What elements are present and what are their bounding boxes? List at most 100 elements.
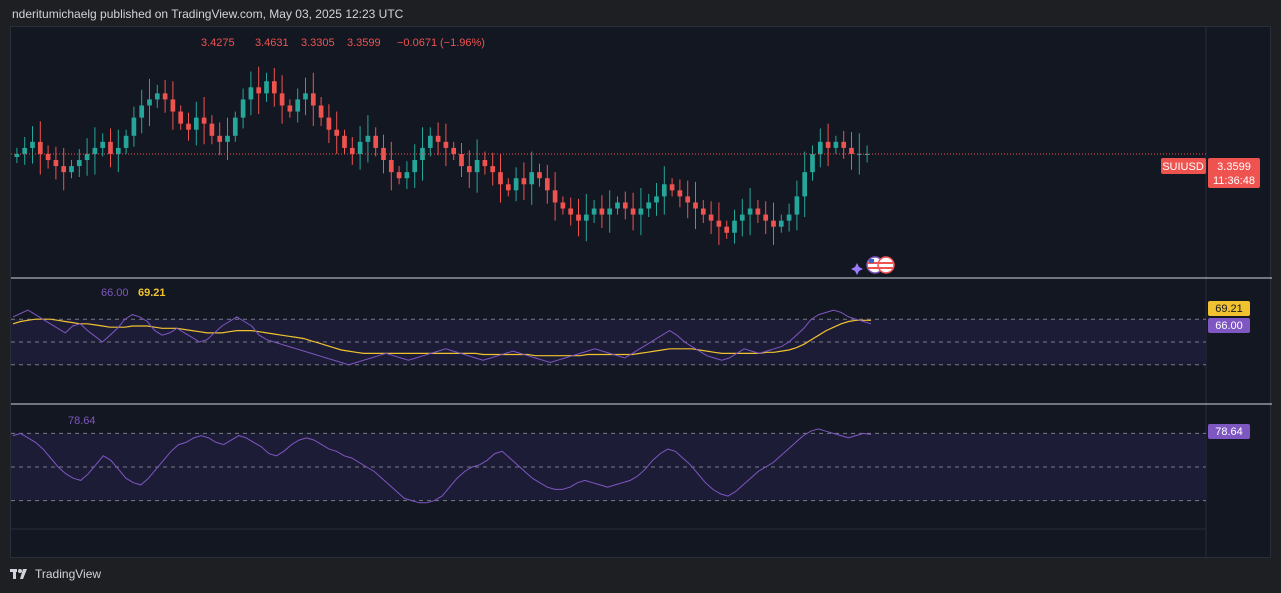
candle-body (724, 226, 730, 233)
us-flag-icon-2[interactable] (877, 256, 895, 274)
candle-body (209, 123, 215, 136)
ohlc-change-pct: (−1.96%) (440, 37, 485, 49)
candle-body (817, 141, 823, 154)
candle-body (154, 93, 160, 100)
candle-body (482, 160, 488, 167)
candle-body (607, 208, 613, 215)
candle-body (264, 81, 269, 94)
candle-body (131, 117, 137, 136)
tradingview-logo-icon (10, 569, 27, 579)
candle-body (53, 160, 59, 167)
candle-body (856, 153, 862, 155)
candle-body (864, 153, 870, 155)
candle-body (318, 105, 324, 118)
candle-body (552, 190, 558, 203)
osc-band-lines (11, 432, 1206, 502)
candle-body (505, 184, 511, 191)
candle-body (115, 147, 121, 154)
candle-body (14, 153, 20, 157)
us-flag-2-stripes (879, 262, 893, 264)
candle-body (560, 202, 566, 209)
us-flag-canton (869, 259, 874, 263)
candle-body (412, 160, 418, 173)
candle-body (474, 160, 480, 173)
ohlc-change: −0.0671 (397, 37, 437, 49)
ohlc-high: 3.4631 (255, 37, 289, 49)
candle-body (802, 172, 808, 197)
rsi-ma-value-label: 69.21 (138, 287, 166, 299)
candle-body (178, 111, 184, 124)
candle-body (825, 141, 831, 148)
candle-body (123, 135, 129, 148)
candle-body (708, 214, 714, 221)
chart-frame[interactable]: 3.4275 3.4631 3.3305 3.3599 −0.0671 (−1.… (10, 26, 1272, 559)
us-flag-stripes (868, 262, 882, 264)
candle-body (630, 208, 636, 215)
candle-body (256, 87, 262, 94)
candle-body (287, 105, 293, 112)
candle-body (654, 196, 659, 203)
candle-body (747, 208, 753, 215)
candle-body (310, 93, 316, 106)
candle-body (693, 202, 698, 209)
chart-canvas[interactable]: 3.4275 3.4631 3.3305 3.3599 −0.0671 (−1.… (11, 27, 1272, 559)
candle-body (22, 147, 28, 154)
rsi-value-label: 66.00 (101, 287, 129, 299)
candle-body (529, 172, 535, 185)
candle-body (841, 141, 847, 148)
candle-body (498, 172, 503, 185)
candle-body (373, 135, 379, 148)
symbol-label: SUIUSD (1162, 161, 1204, 173)
candle-body (170, 99, 176, 112)
candle-body (334, 129, 340, 136)
candle-body (732, 220, 737, 233)
candle-body (76, 160, 82, 167)
candle-body (37, 141, 43, 154)
candle-body (396, 172, 402, 179)
osc-line (12, 428, 872, 504)
candle-body (638, 208, 644, 215)
candle-body (755, 208, 761, 215)
rsi-axis-label: 66.00 (1215, 320, 1243, 332)
candle-body (69, 166, 74, 173)
event-icons[interactable] (851, 256, 895, 275)
candle-body (217, 135, 223, 142)
candle-body (30, 141, 35, 148)
candle-body (349, 147, 355, 154)
ohlc-low: 3.3305 (301, 37, 335, 49)
candle-body (186, 123, 191, 130)
candle-body (147, 99, 152, 106)
candle-body (45, 153, 51, 161)
candle-body (435, 135, 441, 142)
candle-body (84, 153, 90, 161)
candle-body (576, 214, 581, 221)
candle-body (388, 160, 394, 173)
candle-body (739, 214, 745, 221)
rsi-axis-badge (1208, 318, 1250, 333)
candle-body (326, 117, 332, 130)
candle-body (451, 147, 457, 154)
symbol-badge (1161, 158, 1206, 174)
candle-body (778, 220, 784, 227)
candle-body (591, 208, 597, 215)
candle-body (92, 147, 98, 154)
candle-body (810, 153, 815, 173)
candle-body (677, 190, 683, 197)
candle-body (108, 141, 113, 154)
candle-body (794, 196, 800, 215)
osc-axis-label: 78.64 (1215, 426, 1243, 438)
candle-body (459, 153, 464, 167)
candle-body (225, 135, 230, 142)
candle-body (700, 208, 706, 215)
candle-body (583, 214, 589, 221)
footer[interactable]: TradingView (10, 567, 101, 581)
candle-body (162, 93, 168, 100)
candle-body (716, 220, 722, 227)
us-flag-2-stripes-b (879, 267, 893, 269)
sparkle-icon[interactable] (851, 263, 863, 275)
candle-body (303, 93, 308, 100)
candle-body (669, 184, 675, 191)
candle-body (763, 214, 769, 221)
candle-body (427, 135, 433, 148)
ohlc-close: 3.3599 (347, 37, 381, 49)
